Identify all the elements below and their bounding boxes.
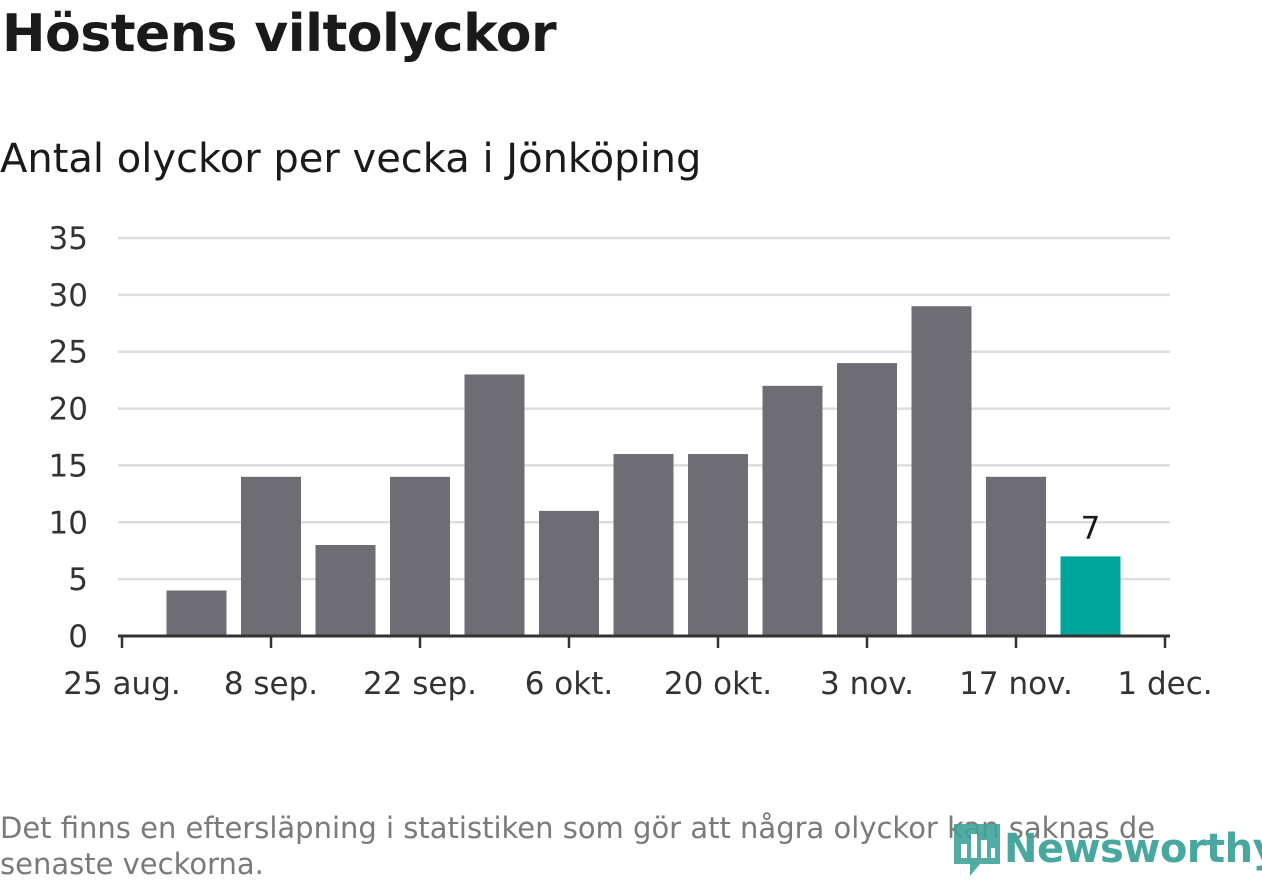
bar-chart: 25 aug. 8 sep. 22 sep. 6 okt. 20 okt. 3 nov. 1… xyxy=(49,221,1213,702)
y-tick-label: 5 xyxy=(68,562,88,598)
bar xyxy=(241,476,301,636)
x-tick-label: 8 sep. xyxy=(224,666,318,702)
x-tick-label: 6 okt. xyxy=(525,666,614,702)
data-label: 7 xyxy=(1081,510,1101,546)
newsworthy-logo: Newsworthy xyxy=(950,820,1262,878)
y-tick-label: 15 xyxy=(49,448,88,484)
bar xyxy=(464,374,525,636)
y-tick-label: 35 xyxy=(49,221,88,257)
x-tick-label: 17 nov. xyxy=(959,666,1073,702)
y-tick-label: 30 xyxy=(49,278,88,314)
y-tick-label: 10 xyxy=(49,505,88,541)
bar xyxy=(986,476,1046,636)
x-tick-label: 25 aug. xyxy=(63,666,180,702)
bar xyxy=(315,545,376,636)
bar xyxy=(688,454,748,636)
x-tick-label: 22 sep. xyxy=(363,666,477,702)
logo-text: Newsworthy xyxy=(1004,826,1262,872)
bar xyxy=(837,363,897,636)
y-tick-label: 20 xyxy=(49,392,88,428)
y-tick-label: 25 xyxy=(49,335,88,371)
chart-title: Höstens viltolyckor xyxy=(2,4,557,64)
bars xyxy=(166,306,1121,636)
x-axis: 25 aug. 8 sep. 22 sep. 6 okt. 20 okt. 3 nov. 1… xyxy=(63,634,1213,702)
y-tick-label: 0 xyxy=(68,619,88,655)
bar xyxy=(762,385,823,636)
bar xyxy=(539,510,599,636)
bar xyxy=(613,454,674,636)
y-axis: 0 5 10 15 20 25 30 35 xyxy=(49,221,88,655)
bar xyxy=(1060,556,1121,636)
annotations: 7 xyxy=(1081,510,1101,546)
bar xyxy=(911,306,972,636)
bar xyxy=(390,476,450,636)
chart-subtitle: Antal olyckor per vecka i Jönköping xyxy=(0,136,702,182)
x-tick-label: 1 dec. xyxy=(1117,666,1212,702)
x-tick-label: 3 nov. xyxy=(820,666,914,702)
chart-bubble-icon xyxy=(954,824,1000,876)
bar xyxy=(166,590,227,636)
x-tick-label: 20 okt. xyxy=(664,666,772,702)
